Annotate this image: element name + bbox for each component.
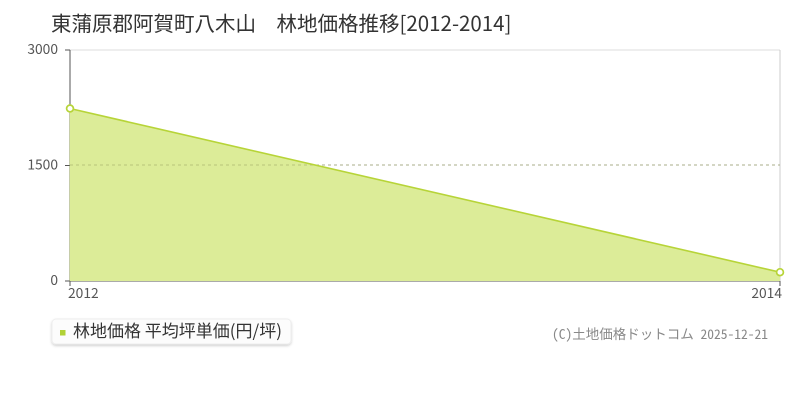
svg-text:林地価格 平均坪単価(円/坪): 林地価格 平均坪単価(円/坪) [73,317,282,342]
svg-text:2012: 2012 [68,282,99,302]
svg-text:1500: 1500 [27,154,58,174]
svg-text:(C)土地価格ドットコム 2025-12-21: (C)土地価格ドットコム 2025-12-21 [552,323,768,343]
svg-text:2014: 2014 [751,282,782,302]
svg-text:3000: 3000 [27,38,58,58]
svg-text:0: 0 [50,269,58,289]
svg-text:東蒲原郡阿賀町八木山 林地価格推移[2012-2014]: 東蒲原郡阿賀町八木山 林地価格推移[2012-2014] [51,7,512,37]
